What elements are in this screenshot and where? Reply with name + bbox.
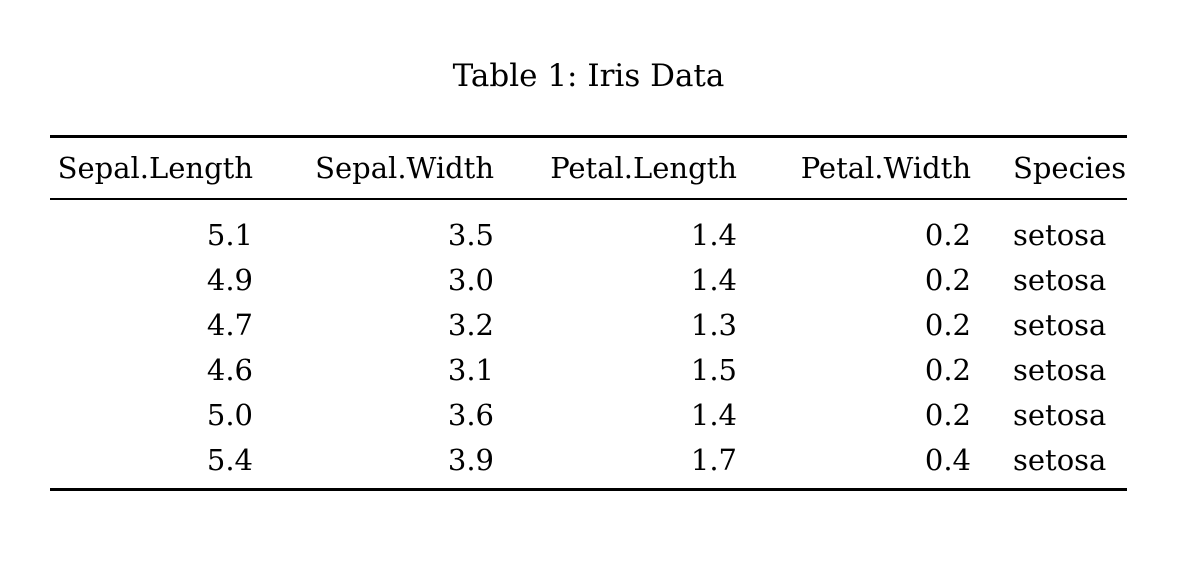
cell-species: setosa <box>1013 397 1107 432</box>
cell-sepal-length: 4.6 <box>206 352 253 387</box>
column-header-sepal-length: Sepal.Length <box>50 136 274 200</box>
table-row: 5.4 3.9 1.7 0.4 setosa <box>50 437 1127 490</box>
cell-sepal-length: 5.1 <box>206 217 253 252</box>
cell-sepal-length: 5.0 <box>206 397 253 432</box>
cell-petal-width: 0.4 <box>924 442 971 477</box>
cell-species: setosa <box>1013 217 1107 252</box>
cell-sepal-width: 3.5 <box>447 217 494 252</box>
cell-petal-length: 1.4 <box>690 217 737 252</box>
cell-petal-length: 1.7 <box>690 442 737 477</box>
cell-species: setosa <box>1013 442 1107 477</box>
cell-species: setosa <box>1013 352 1107 387</box>
column-header-petal-length: Petal.Length <box>515 136 758 200</box>
cell-species: setosa <box>1013 307 1107 342</box>
cell-sepal-length: 4.7 <box>206 307 253 342</box>
column-header-petal-width: Petal.Width <box>758 136 992 200</box>
cell-sepal-length: 4.9 <box>206 262 253 297</box>
table-row: 4.7 3.2 1.3 0.2 setosa <box>50 302 1127 347</box>
iris-data-table: Sepal.Length Sepal.Width Petal.Length Pe… <box>50 135 1127 491</box>
cell-petal-width: 0.2 <box>924 262 971 297</box>
cell-sepal-width: 3.0 <box>447 262 494 297</box>
table-row: 5.1 3.5 1.4 0.2 setosa <box>50 199 1127 257</box>
cell-sepal-length: 5.4 <box>206 442 253 477</box>
cell-petal-width: 0.2 <box>924 217 971 252</box>
cell-species: setosa <box>1013 262 1107 297</box>
column-header-sepal-width: Sepal.Width <box>274 136 515 200</box>
table-row: 4.6 3.1 1.5 0.2 setosa <box>50 347 1127 392</box>
table-row: 5.0 3.6 1.4 0.2 setosa <box>50 392 1127 437</box>
table-row: 4.9 3.0 1.4 0.2 setosa <box>50 257 1127 302</box>
cell-petal-length: 1.5 <box>690 352 737 387</box>
cell-sepal-width: 3.1 <box>447 352 494 387</box>
cell-petal-width: 0.2 <box>924 397 971 432</box>
cell-sepal-width: 3.6 <box>447 397 494 432</box>
table-caption: Table 1: Iris Data <box>452 58 725 94</box>
header-row: Sepal.Length Sepal.Width Petal.Length Pe… <box>50 136 1127 200</box>
cell-petal-length: 1.3 <box>690 307 737 342</box>
column-header-species: Species <box>992 136 1127 200</box>
cell-sepal-width: 3.2 <box>447 307 494 342</box>
cell-petal-width: 0.2 <box>924 307 971 342</box>
cell-sepal-width: 3.9 <box>447 442 494 477</box>
cell-petal-length: 1.4 <box>690 397 737 432</box>
cell-petal-width: 0.2 <box>924 352 971 387</box>
document-page: Table 1: Iris Data Sepal.Length Sepal.Wi… <box>50 0 1127 491</box>
cell-petal-length: 1.4 <box>690 262 737 297</box>
